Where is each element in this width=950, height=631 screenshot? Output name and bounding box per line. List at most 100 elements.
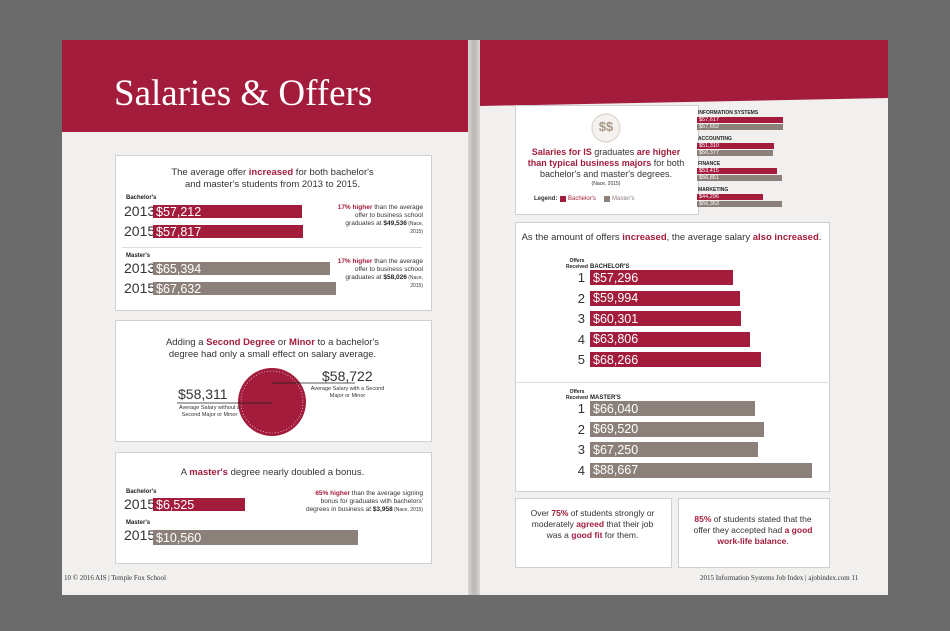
text: are higher than typical business majors — [527, 147, 681, 168]
bar: $67,632 — [153, 281, 336, 296]
year: 2015 — [124, 527, 156, 543]
bar: $51,310 — [697, 142, 774, 149]
bar: $53,415 — [697, 168, 778, 174]
bar-label: $59,994 — [593, 291, 639, 305]
text: Adding a — [165, 337, 207, 348]
text: , the average salary — [666, 232, 753, 243]
group-label: Bachelor's — [126, 489, 157, 495]
bar: $44,296 — [697, 193, 764, 200]
category-label: MARKETING — [698, 186, 729, 193]
caption: Average Salary with a Second Major or Mi… — [310, 386, 385, 399]
bar: $57,296 — [590, 270, 734, 285]
axis-label: Offers Received — [566, 389, 588, 401]
text: that their job was a — [546, 519, 654, 540]
bar: $69,520 — [590, 421, 764, 437]
bar-label: $57,652 — [699, 124, 719, 130]
text: for both bachelor's and master's student… — [184, 167, 374, 190]
bar-label: $57,212 — [156, 204, 202, 219]
count: 1 — [577, 401, 585, 416]
count: 2 — [577, 290, 585, 306]
bar-label: $69,520 — [593, 422, 639, 436]
bar-label: $56,851 — [699, 175, 719, 181]
text: degree nearly doubled a bonus. — [227, 467, 365, 478]
footer: 2015 Information Systems Job Index | ajo… — [700, 574, 859, 582]
bar-label: $63,806 — [593, 332, 639, 346]
bar: $63,806 — [590, 331, 750, 347]
bar-label: $6,525 — [156, 497, 195, 512]
text: for both bachelor's and master's degrees… — [539, 158, 685, 179]
group-label: Bachelor's — [126, 195, 157, 201]
legend-swatch — [604, 196, 610, 202]
text: for them. — [602, 530, 639, 540]
bar: $57,817 — [153, 225, 304, 239]
text: increased — [248, 167, 294, 178]
bar: $50,377 — [697, 149, 773, 156]
category-label: FINANCE — [698, 161, 721, 167]
page-title: Salaries & Offers — [114, 73, 373, 114]
text: than the average offer to business schoo… — [345, 204, 423, 227]
text: 17% higher — [337, 258, 373, 265]
bar: $56,353 — [697, 200, 782, 207]
text: than the average offer to business schoo… — [345, 258, 423, 281]
text: $3,958 — [372, 506, 393, 513]
year: 2013 — [124, 203, 156, 219]
bar-label: $51,310 — [699, 142, 719, 149]
circle-graphic — [177, 368, 355, 436]
group-label: MASTER'S — [590, 395, 621, 401]
bar-label: $57,617 — [699, 117, 719, 123]
legend-entry: Bachelor's — [568, 196, 596, 202]
text: agreed — [576, 519, 605, 529]
bar-label: $57,296 — [593, 270, 639, 285]
text: $49,536 — [383, 220, 407, 227]
legend-entry: Master's — [612, 196, 635, 202]
bar-label: $60,301 — [593, 311, 639, 326]
footer: 10 © 2016 AIS | Temple Fox School — [64, 574, 166, 582]
text: 65% higher — [315, 490, 350, 497]
bar: $66,040 — [590, 401, 756, 416]
text: As the amount of offers — [521, 232, 623, 243]
text: also increased — [752, 232, 819, 243]
count: 4 — [577, 462, 585, 478]
bar: $59,994 — [590, 290, 740, 306]
value: $58,311 — [178, 386, 228, 402]
text: Salaries for IS — [531, 147, 592, 157]
text: The average offer — [171, 167, 249, 178]
legend-swatch — [560, 196, 566, 202]
bar: $65,394 — [153, 261, 330, 276]
group-label: BACHELOR'S — [590, 264, 630, 270]
bar-label: $66,040 — [593, 401, 639, 416]
text: (Nace, 2015) — [392, 507, 423, 513]
text: a good work-life balance — [717, 525, 813, 546]
year: 2015 — [124, 280, 156, 296]
header-band-right — [480, 40, 888, 106]
text: or — [275, 337, 290, 348]
text: 17% higher — [337, 204, 373, 211]
bar: $68,266 — [590, 352, 761, 367]
category-label: ACCOUNTING — [698, 135, 732, 142]
year: 2015 — [124, 223, 156, 239]
text: master's — [189, 467, 228, 478]
text: good fit — [571, 530, 603, 540]
category-label: INFORMATION SYSTEMS — [698, 110, 759, 116]
intro: As the amount of offers increased, the a… — [515, 232, 828, 244]
text: (Nace, 2015) — [406, 221, 423, 235]
count: 3 — [577, 442, 585, 457]
note: 17% higher than the average offer to bus… — [335, 204, 423, 236]
count: 1 — [577, 270, 585, 285]
bar-label: $65,394 — [156, 261, 202, 276]
text: than the average signing bonus for gradu… — [305, 490, 423, 513]
text: . — [786, 536, 789, 546]
text: to a bachelor's degree had only a small … — [168, 337, 380, 360]
text: $58,026 — [383, 274, 407, 281]
text: increased — [622, 232, 667, 243]
text: Over — [530, 508, 552, 518]
spine — [468, 40, 480, 595]
bar: $57,212 — [153, 204, 302, 219]
text: Minor — [289, 337, 315, 348]
text: (Nace, 2015) — [406, 275, 423, 289]
text: 75% — [551, 508, 569, 518]
bar-label: $67,632 — [156, 281, 202, 296]
bar-label: $53,415 — [699, 168, 719, 174]
count: 5 — [577, 352, 585, 367]
